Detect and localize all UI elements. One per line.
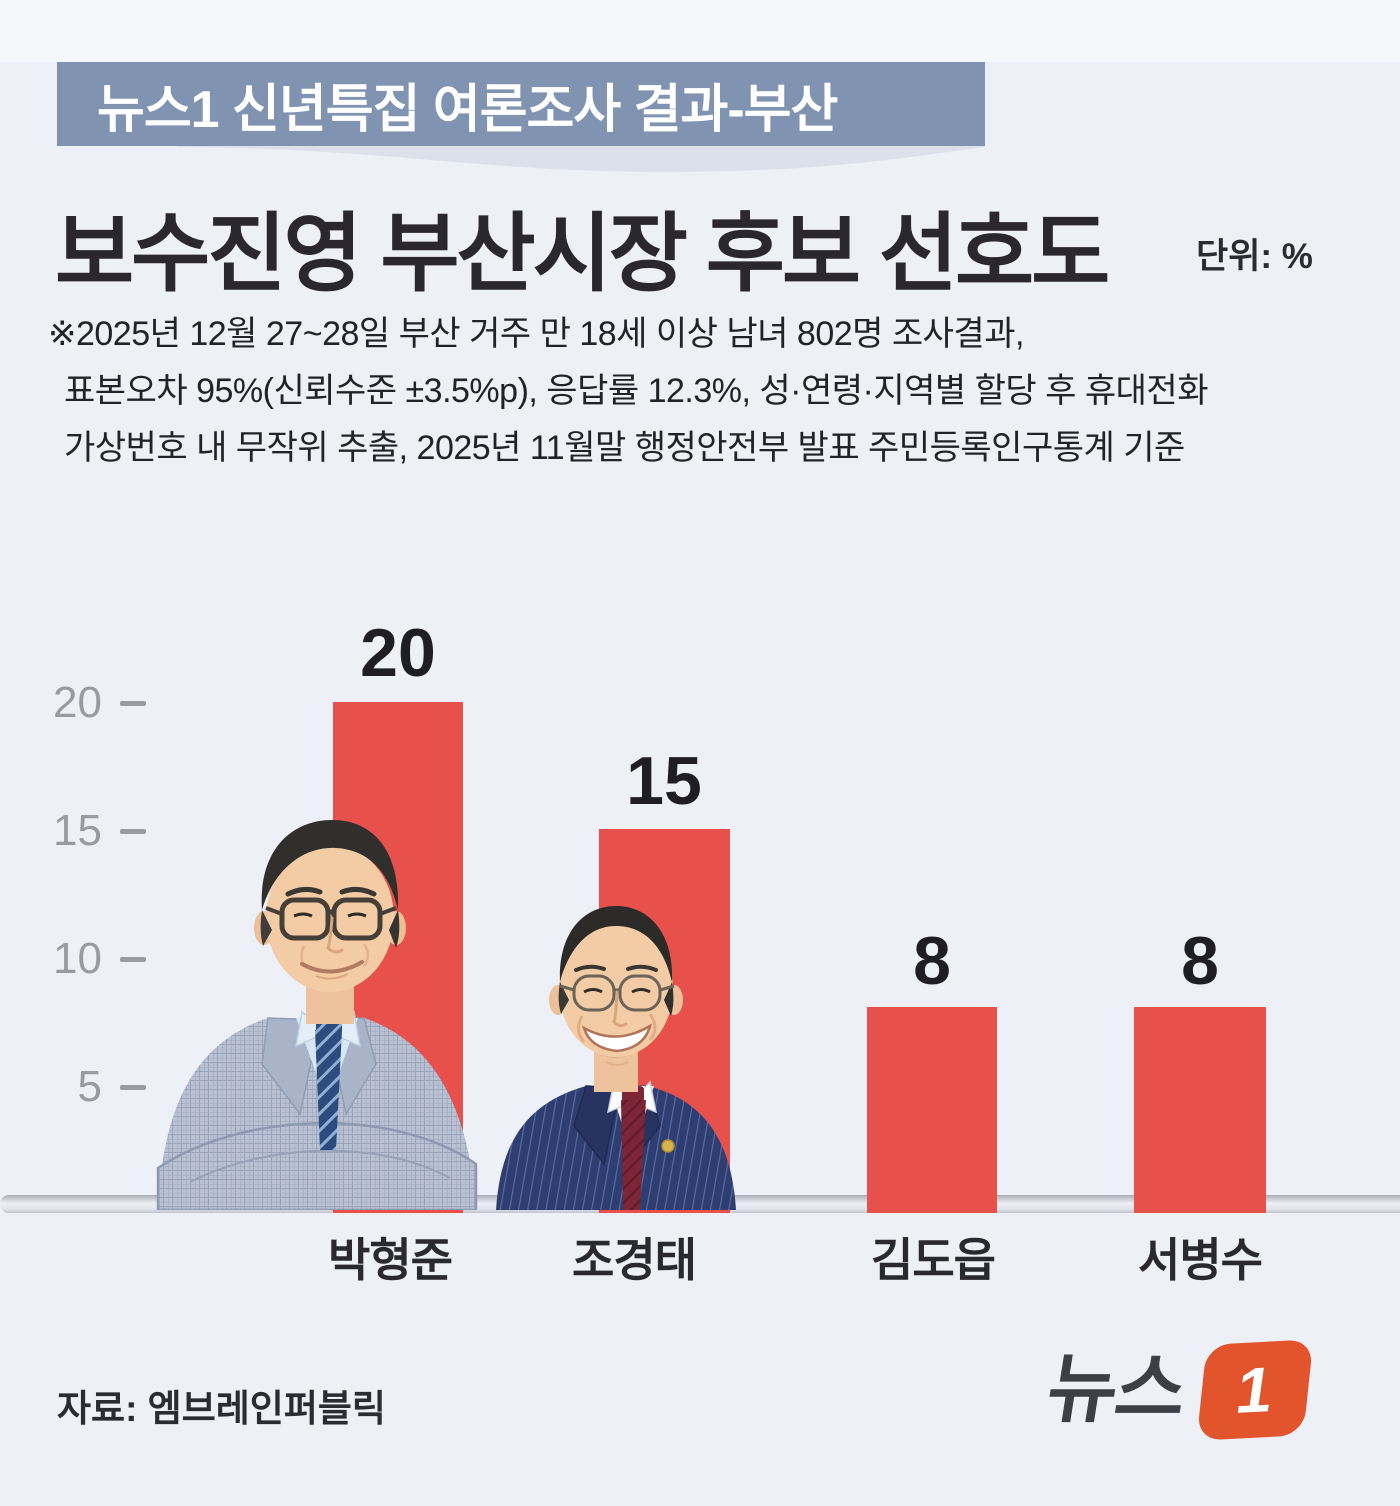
category-label-1: 박형준	[328, 1234, 453, 1286]
note-line-3: 가상번호 내 무작위 추출, 2025년 11월말 행정안전부 발표 주민등록인…	[64, 429, 1185, 467]
category-label-3: 김도읍	[871, 1234, 996, 1286]
tick-dash	[120, 700, 146, 706]
tick-dash	[120, 828, 146, 834]
methodology-note: ※2025년 12월 27~28일 부산 거주 만 18세 이상 남녀 802명…	[48, 306, 1358, 477]
unit-label: 단위: %	[1196, 237, 1313, 276]
news1-logo-badge: 1	[1196, 1339, 1314, 1441]
note-line-2: 표본오차 95%(신뢰수준 ±3.5%p), 응답률 12.3%, 성·연령·지…	[64, 372, 1209, 410]
banner-shadow-swoosh	[177, 146, 985, 172]
candidate-photo-park-hyeongjun	[156, 820, 478, 1210]
category-label-2: 조경태	[572, 1234, 697, 1286]
source-credit: 자료: 엠브레인퍼블릭	[57, 1388, 386, 1429]
tick-dash	[120, 956, 146, 962]
news1-logo-number: 1	[1231, 1353, 1278, 1427]
value-label-3: 8	[913, 923, 951, 999]
news1-logo-text: 뉴스	[1041, 1347, 1191, 1432]
banner-text: 뉴스1 신년특집 여론조사 결과-부산	[97, 80, 838, 139]
value-label-4: 8	[1181, 923, 1219, 999]
value-label-1: 20	[360, 615, 436, 691]
banner-bar: 뉴스1 신년특집 여론조사 결과-부산	[57, 62, 985, 146]
value-label-2: 15	[626, 743, 702, 819]
top-strip	[0, 0, 1400, 62]
note-line-1: ※2025년 12월 27~28일 부산 거주 만 18세 이상 남녀 802명…	[48, 315, 1024, 353]
y-tick-20: 20	[30, 678, 146, 728]
page-title: 보수진영 부산시장 후보 선호도	[55, 206, 1110, 302]
candidate-photo-jo-gyeongtae	[496, 906, 736, 1210]
y-tick-5: 5	[30, 1062, 146, 1112]
y-tick-10: 10	[30, 934, 146, 984]
bar-kim-doeup	[867, 1007, 997, 1213]
news1-logo: 뉴스 1	[1041, 1339, 1314, 1441]
tick-dash	[120, 1084, 146, 1090]
y-tick-15: 15	[30, 806, 146, 856]
category-label-4: 서병수	[1138, 1234, 1263, 1286]
bar-seo-byeongsu	[1134, 1007, 1266, 1213]
